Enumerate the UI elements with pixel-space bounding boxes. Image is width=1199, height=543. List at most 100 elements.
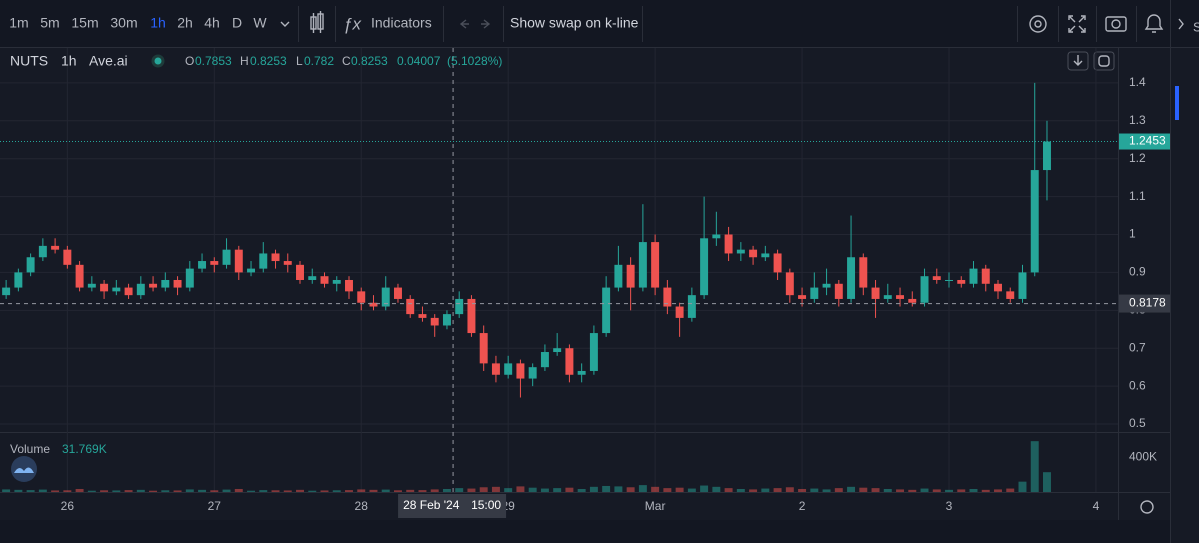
interval-button[interactable]: D — [232, 15, 242, 31]
candle-body — [957, 279, 966, 284]
scroll-button[interactable] — [1067, 51, 1089, 71]
interval-dropdown[interactable] — [280, 21, 290, 27]
sidebar-toggle[interactable] — [1178, 18, 1184, 30]
volume-bar — [63, 490, 72, 492]
volume-bar — [847, 486, 856, 492]
volume-bar — [418, 490, 427, 492]
candle-body — [320, 276, 329, 284]
interval-button[interactable]: 5m — [40, 15, 59, 31]
volume-bar — [724, 488, 733, 492]
bottom-bar — [0, 520, 1170, 543]
volume-bar — [51, 490, 60, 492]
last-price-tag — [1119, 133, 1170, 150]
scroll-icon — [1073, 55, 1083, 66]
volume-bar — [736, 488, 745, 492]
legend-label: L — [296, 54, 303, 68]
x-tick-label: 2 — [799, 499, 806, 513]
x-tick-label: 3 — [946, 499, 953, 513]
candle-body — [1006, 291, 1015, 299]
reset-button[interactable] — [1093, 51, 1115, 71]
volume-bar — [994, 489, 1002, 492]
volume-bar — [1006, 488, 1015, 492]
legend-change-pct: (5.1028%) — [447, 54, 502, 68]
volume-bar — [406, 489, 415, 492]
volume-bar — [540, 488, 549, 492]
indicators-button[interactable]: Indicators — [371, 15, 432, 31]
volume-bar — [810, 488, 819, 492]
screenshot-button[interactable] — [1105, 16, 1127, 32]
interval-button[interactable]: 1m — [9, 15, 28, 31]
undo-button[interactable] — [459, 19, 469, 29]
volume-bar — [430, 489, 439, 492]
volume-bar — [467, 488, 476, 492]
volume-bar — [345, 490, 353, 492]
candle-body — [969, 268, 978, 284]
candle-body — [945, 279, 953, 281]
candle-body — [602, 287, 611, 334]
volume-bar — [883, 488, 892, 492]
volume-bar — [675, 487, 684, 492]
legend-change: 0.04007 — [397, 54, 441, 68]
volume-bar — [234, 488, 243, 492]
indicators-icon[interactable]: ƒx — [343, 14, 361, 33]
candle-body — [100, 283, 109, 292]
logo-mark — [14, 467, 34, 473]
volume-bar — [296, 489, 304, 492]
interval-button[interactable]: 15m — [71, 15, 98, 31]
candle-body — [1042, 141, 1051, 171]
volume-bar — [687, 488, 696, 492]
volume-bar — [308, 490, 317, 492]
candle-body — [798, 295, 807, 299]
volume-bar — [393, 490, 402, 492]
legend-label: C — [342, 54, 351, 68]
legend-value: 0.8253 — [351, 54, 388, 68]
volume-bar — [871, 488, 880, 492]
candle-body — [932, 276, 941, 280]
candle-body — [222, 249, 231, 265]
volume-bar — [602, 485, 611, 492]
interval-button[interactable]: 4h — [204, 15, 220, 31]
volume-bar — [1018, 481, 1027, 492]
swap-toggle[interactable]: Show swap on k-line — [510, 15, 639, 31]
fullscreen-button[interactable] — [1068, 15, 1086, 33]
symbol: NUTS — [10, 53, 48, 69]
candle-body — [528, 367, 537, 379]
chart-type-button[interactable] — [310, 11, 324, 33]
alerts-button[interactable] — [1144, 14, 1164, 33]
volume-bar — [283, 490, 292, 492]
axis-settings-button[interactable] — [1140, 500, 1154, 514]
volume-bar — [700, 485, 709, 492]
source: Ave.ai — [89, 53, 128, 69]
candle-body — [442, 314, 451, 326]
candle-body — [259, 253, 268, 269]
volume-bar — [932, 489, 941, 492]
volume-bar — [136, 489, 145, 492]
volume-bar — [149, 490, 158, 492]
volume-bar — [75, 488, 84, 492]
x-tick-label: Mar — [645, 499, 666, 513]
candle-body — [14, 272, 23, 288]
candle-body — [736, 249, 745, 254]
volume-bar — [749, 489, 758, 492]
x-tick-label: 4 — [1093, 499, 1100, 513]
settings-button[interactable] — [1029, 15, 1047, 33]
redo-button[interactable] — [481, 19, 491, 29]
interval-button[interactable]: 30m — [110, 15, 137, 31]
candle-body — [712, 234, 721, 239]
interval-button[interactable]: 1h — [150, 15, 166, 31]
interval-button[interactable]: W — [253, 15, 267, 31]
candle-body — [296, 264, 304, 280]
candle-body — [847, 257, 856, 299]
volume-bar — [442, 488, 451, 492]
x-tick-label: 27 — [208, 499, 222, 513]
volume-bar — [173, 490, 182, 492]
interval-button[interactable]: 2h — [177, 15, 193, 31]
candle-body — [124, 287, 133, 296]
volume-bar — [785, 487, 794, 492]
volume-bar — [957, 489, 966, 492]
volume-bar — [357, 489, 366, 492]
candle-body — [136, 283, 145, 296]
candle-body — [785, 272, 794, 296]
candle-body — [516, 363, 525, 379]
volume-bar — [100, 490, 109, 492]
